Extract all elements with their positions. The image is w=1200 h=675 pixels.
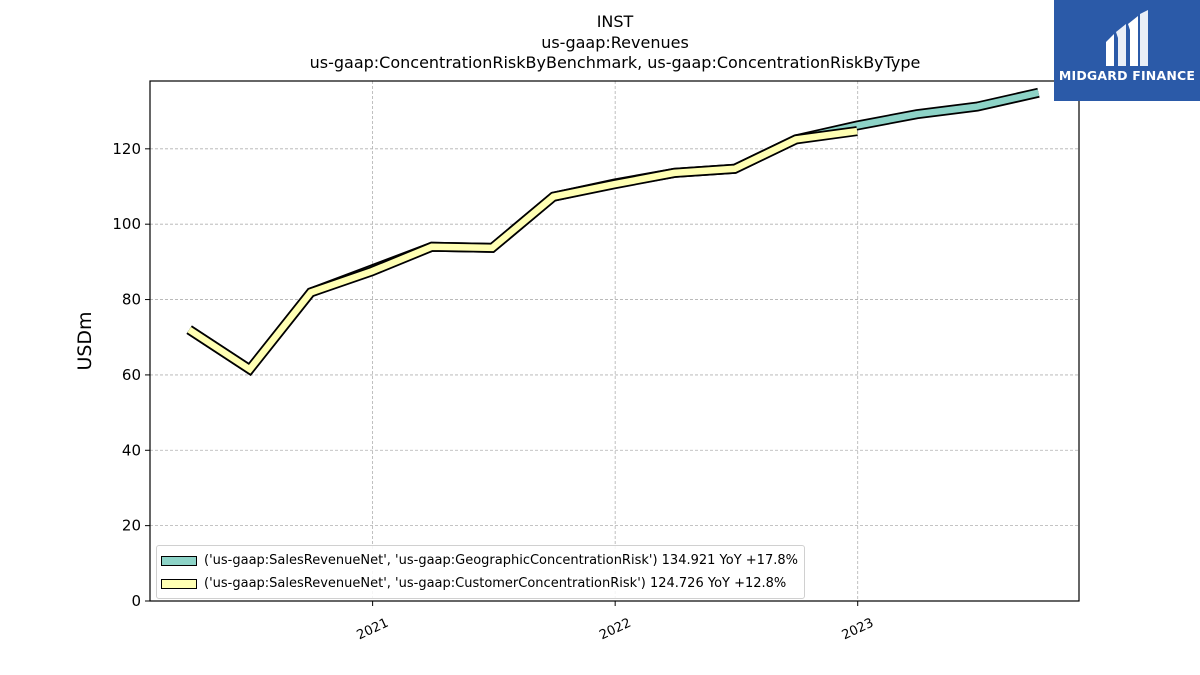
y-tick-label: 80 bbox=[122, 291, 141, 309]
x-tick-label: 2022 bbox=[597, 616, 633, 644]
legend-swatch-customer bbox=[161, 578, 197, 589]
grid-lines bbox=[150, 81, 1079, 601]
logo-mark-icon bbox=[1106, 10, 1148, 66]
y-axis-label: USDm bbox=[74, 311, 96, 370]
x-tick-label: 2021 bbox=[355, 616, 391, 644]
x-tick-label: 2023 bbox=[840, 616, 876, 644]
y-tick-label: 60 bbox=[122, 366, 141, 384]
series-0-outline bbox=[186, 87, 1040, 376]
y-tick-label: 0 bbox=[131, 592, 141, 610]
series-0-line bbox=[187, 89, 1040, 374]
chart-subtitle-2: us-gaap:ConcentrationRiskByBenchmark, us… bbox=[309, 53, 921, 72]
legend-item-geographic: ('us-gaap:SalesRevenueNet', 'us-gaap:Geo… bbox=[161, 549, 798, 572]
chart-title: INST bbox=[596, 12, 634, 31]
legend-label-customer: ('us-gaap:SalesRevenueNet', 'us-gaap:Cus… bbox=[204, 576, 787, 591]
chart-legend: ('us-gaap:SalesRevenueNet', 'us-gaap:Geo… bbox=[156, 545, 805, 599]
y-tick-label: 120 bbox=[112, 140, 141, 158]
y-tick-label: 100 bbox=[112, 215, 141, 233]
legend-swatch-geographic bbox=[161, 555, 197, 566]
brand-name: MIDGARD FINANCE bbox=[1058, 68, 1196, 83]
brand-logo: MIDGARD FINANCE bbox=[1054, 0, 1200, 101]
y-tick-label: 20 bbox=[122, 517, 141, 535]
legend-item-customer: ('us-gaap:SalesRevenueNet', 'us-gaap:Cus… bbox=[161, 572, 798, 595]
plot-frame bbox=[149, 80, 1080, 602]
series-1-outline bbox=[186, 126, 858, 376]
chart-subtitle: us-gaap:Revenues bbox=[541, 33, 689, 52]
axis-ticks: 0 20 40 60 80 100 120 2021 2022 2023 bbox=[112, 140, 876, 643]
series-1-line bbox=[187, 127, 858, 374]
legend-label-geographic: ('us-gaap:SalesRevenueNet', 'us-gaap:Geo… bbox=[204, 553, 798, 568]
series-lines bbox=[186, 87, 1040, 376]
y-tick-label: 40 bbox=[122, 441, 141, 459]
